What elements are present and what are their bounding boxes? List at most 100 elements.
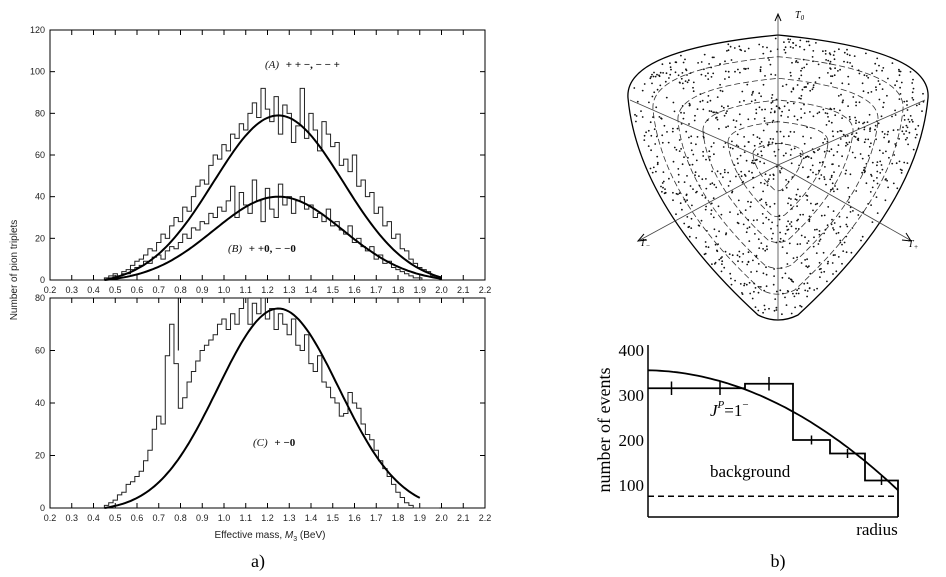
dalitz-point bbox=[770, 108, 773, 110]
dalitz-point bbox=[734, 126, 737, 128]
dalitz-point bbox=[850, 133, 853, 136]
dalitz-point bbox=[861, 171, 863, 174]
dalitz-point bbox=[837, 95, 840, 97]
dalitz-point bbox=[712, 142, 715, 144]
dalitz-point bbox=[799, 304, 801, 307]
dalitz-point bbox=[802, 166, 804, 169]
dalitz-contour bbox=[677, 77, 879, 269]
dalitz-point bbox=[820, 174, 823, 176]
x-tick-label: 1.6 bbox=[348, 285, 361, 295]
dalitz-point bbox=[863, 166, 866, 169]
dalitz-point bbox=[903, 161, 906, 164]
dalitz-point bbox=[746, 83, 749, 86]
dalitz-point bbox=[803, 103, 805, 106]
dalitz-point bbox=[847, 105, 849, 107]
dalitz-point bbox=[656, 155, 659, 158]
dalitz-point bbox=[826, 112, 829, 115]
dalitz-point bbox=[835, 270, 838, 273]
dalitz-point bbox=[812, 50, 815, 52]
dalitz-point bbox=[677, 193, 679, 196]
dalitz-point bbox=[868, 113, 871, 116]
dalitz-point bbox=[830, 108, 833, 111]
dalitz-point bbox=[849, 118, 851, 121]
dalitz-point bbox=[692, 153, 695, 156]
dalitz-point bbox=[739, 283, 742, 285]
dalitz-point bbox=[784, 51, 787, 54]
x-axis-label-b: radius bbox=[856, 520, 898, 539]
dalitz-point bbox=[683, 156, 685, 159]
dalitz-point bbox=[819, 276, 821, 278]
dalitz-point bbox=[719, 63, 721, 66]
dalitz-point bbox=[838, 165, 840, 167]
x-tick-label: 0.7 bbox=[152, 285, 165, 295]
dalitz-point bbox=[725, 233, 727, 236]
dalitz-point bbox=[633, 87, 636, 89]
dalitz-point bbox=[899, 86, 901, 89]
dalitz-point bbox=[742, 253, 745, 255]
dalitz-point bbox=[751, 161, 753, 164]
dalitz-point bbox=[775, 98, 778, 101]
x-tick-label: 1.9 bbox=[413, 513, 426, 523]
dalitz-point bbox=[846, 135, 849, 137]
dalitz-point bbox=[838, 215, 841, 218]
dalitz-point bbox=[751, 159, 754, 162]
dalitz-point bbox=[845, 223, 848, 226]
dalitz-point bbox=[765, 266, 767, 269]
chart-b-y-axis: 100 200 300 400 bbox=[619, 341, 898, 518]
dalitz-point bbox=[900, 81, 903, 84]
dalitz-point bbox=[723, 114, 726, 117]
dalitz-point bbox=[749, 205, 752, 208]
dalitz-point bbox=[743, 145, 746, 148]
dalitz-point bbox=[743, 99, 745, 102]
dalitz-point bbox=[849, 173, 852, 176]
dalitz-point bbox=[701, 99, 704, 102]
dalitz-point bbox=[795, 60, 798, 62]
dalitz-point bbox=[857, 69, 860, 72]
dalitz-point bbox=[791, 280, 793, 282]
dalitz-point bbox=[685, 69, 688, 72]
dalitz-point bbox=[683, 222, 686, 225]
dalitz-point bbox=[711, 170, 713, 173]
dalitz-point bbox=[786, 252, 788, 255]
dalitz-point bbox=[847, 83, 850, 85]
dalitz-point bbox=[794, 306, 796, 309]
dalitz-point bbox=[661, 134, 664, 137]
dalitz-point bbox=[903, 119, 906, 121]
dalitz-point bbox=[727, 105, 729, 108]
dalitz-point bbox=[793, 147, 796, 150]
dalitz-point bbox=[770, 102, 773, 104]
dalitz-point bbox=[829, 53, 832, 56]
dalitz-point bbox=[759, 199, 761, 202]
dalitz-point bbox=[662, 180, 665, 183]
dalitz-point bbox=[694, 171, 697, 174]
dalitz-point bbox=[689, 104, 691, 106]
dalitz-point bbox=[652, 116, 654, 118]
dalitz-point bbox=[814, 203, 817, 206]
dalitz-point bbox=[756, 219, 758, 221]
dalitz-point bbox=[729, 211, 731, 214]
dalitz-point bbox=[844, 172, 847, 175]
dalitz-point bbox=[803, 112, 806, 114]
dalitz-point bbox=[826, 140, 829, 143]
dalitz-point bbox=[679, 202, 682, 205]
dalitz-point bbox=[770, 73, 772, 76]
dalitz-point bbox=[812, 245, 815, 248]
dalitz-point bbox=[641, 116, 644, 118]
dalitz-point bbox=[875, 69, 878, 72]
dalitz-point bbox=[700, 219, 703, 222]
dalitz-point bbox=[656, 163, 659, 166]
chart-b-histogram bbox=[647, 369, 899, 517]
x-tick-label: 0.9 bbox=[196, 513, 209, 523]
y-tick-label: 80 bbox=[35, 293, 45, 303]
dalitz-point bbox=[807, 240, 810, 242]
dalitz-point bbox=[728, 253, 731, 256]
dalitz-point bbox=[758, 137, 761, 140]
dalitz-point bbox=[743, 151, 746, 154]
dalitz-point bbox=[823, 214, 826, 217]
dalitz-point bbox=[792, 42, 795, 44]
dalitz-point bbox=[669, 73, 672, 76]
dalitz-point bbox=[862, 122, 864, 125]
dalitz-point bbox=[745, 231, 748, 234]
dalitz-point bbox=[861, 82, 864, 85]
